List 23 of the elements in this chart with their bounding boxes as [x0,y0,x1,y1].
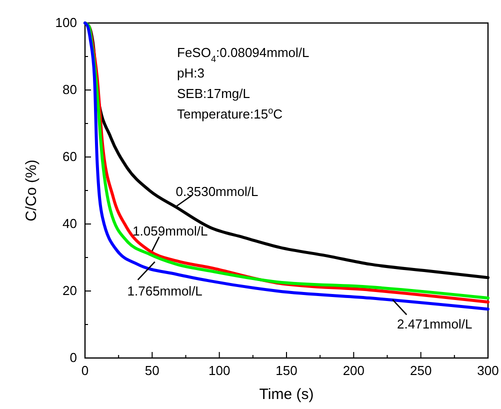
x-tick-label: 0 [81,363,89,378]
y-tick-label: 40 [62,216,77,232]
x-tick-label: 200 [342,363,365,378]
annotation: 1.059mmol/L [132,223,208,238]
annotation: SEB:17mg/L [177,86,250,101]
x-axis-title: Time (s) [259,386,314,403]
annotation: Temperature:15$^{o}$C [177,106,283,122]
x-tick-label: 300 [477,363,499,378]
annotation: pH:3 [177,66,204,80]
y-axis-title: C/Co (%) [23,160,40,222]
annotation: 2.471mmol/L [397,316,472,332]
y-tick-label: 20 [62,283,77,298]
y-tick-label: 100 [55,15,77,30]
y-tick-label: 0 [70,350,77,366]
x-tick-label: 150 [276,363,298,378]
y-tick-label: 80 [62,82,77,98]
y-tick-label: 60 [62,149,77,164]
annotation: 1.765mmol/L [127,283,202,298]
annotation: 0.3530mmol/L [176,184,258,199]
x-tick-label: 50 [144,363,160,378]
x-tick-label: 100 [208,363,230,378]
annotation: FeSO$_{4}$:0.08094mmol/L [177,45,310,64]
x-tick-label: 250 [410,363,432,378]
